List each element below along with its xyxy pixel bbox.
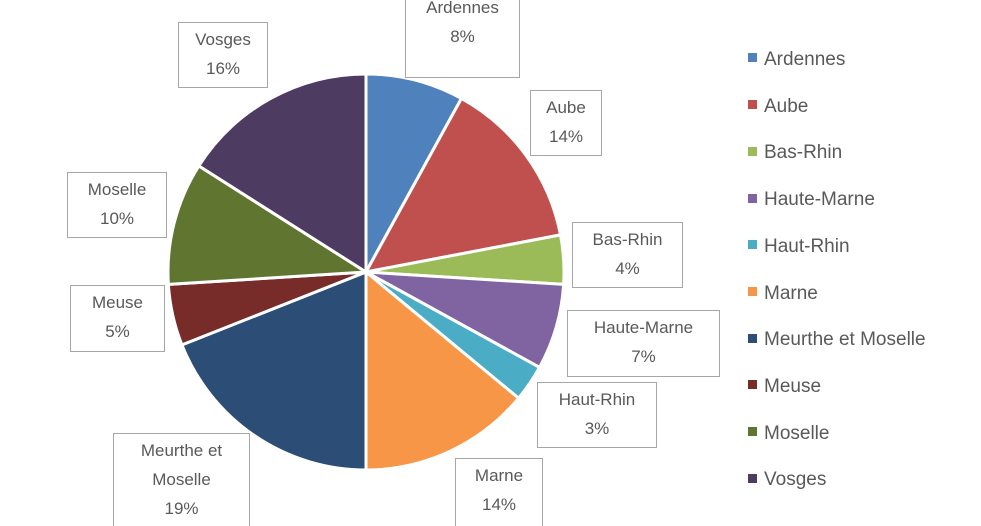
- legend-swatch: [748, 240, 757, 250]
- pie-slice: [363, 96, 563, 275]
- data-label-name: Vosges: [195, 30, 251, 49]
- data-label-name: Bas-Rhin: [592, 230, 663, 249]
- legend-label: Marne: [764, 282, 818, 304]
- data-label-name: Moselle: [87, 180, 147, 199]
- data-label-name: Meurthe et Moselle: [140, 441, 223, 489]
- data-label: Haute-Marne 7%: [567, 310, 720, 377]
- legend-swatch: [748, 427, 757, 437]
- legend-entry: Meurthe et Moselle: [748, 328, 926, 352]
- legend-label: Bas-Rhin: [764, 142, 843, 164]
- legend-label: Haut-Rhin: [764, 235, 850, 257]
- legend-label: Moselle: [764, 422, 830, 444]
- data-label-value: 16%: [205, 59, 241, 78]
- legend-label: Vosges: [764, 469, 827, 491]
- legend-entry: Bas-Rhin: [748, 141, 842, 165]
- legend-swatch: [748, 380, 757, 390]
- legend-swatch: [748, 100, 757, 110]
- legend-swatch: [748, 473, 757, 483]
- data-label-name: Ardennes: [426, 0, 499, 17]
- data-label-value: 4%: [615, 259, 640, 278]
- data-label-name: Haute-Marne: [593, 318, 694, 337]
- legend-swatch: [748, 146, 757, 156]
- legend-entry: Haute-Marne: [748, 188, 875, 212]
- data-label: Marne 14%: [455, 458, 543, 526]
- data-label-value: 7%: [631, 347, 656, 366]
- data-label-value: 14%: [481, 495, 517, 514]
- data-label: Meuse 5%: [70, 285, 165, 352]
- data-label: Bas-Rhin 4%: [572, 222, 683, 288]
- pie-slice: [364, 268, 521, 472]
- data-label-name: Meuse: [91, 293, 144, 312]
- data-label-value: 3%: [584, 419, 610, 438]
- pie-slice: [364, 72, 464, 273]
- data-label: Ardennes 8%: [405, 0, 520, 78]
- pie-slice: [179, 269, 368, 472]
- legend-swatch: [748, 193, 757, 203]
- legend-label: Meuse: [764, 375, 822, 397]
- pie-slice: [166, 163, 371, 287]
- legend-label: Aube: [764, 95, 809, 117]
- legend-entry: Meuse: [748, 375, 821, 399]
- legend-label: Haute-Marne: [764, 189, 875, 211]
- data-label-value: 5%: [105, 322, 130, 341]
- legend-label: Meurthe et Moselle: [764, 329, 926, 351]
- legend-swatch: [748, 53, 757, 63]
- legend-entry: Aube: [748, 95, 808, 119]
- data-label: Meurthe et Moselle 19%: [113, 433, 250, 526]
- data-label-name: Aube: [546, 98, 586, 117]
- data-label: Aube 14%: [530, 90, 602, 156]
- pie-slice: [196, 72, 368, 275]
- legend-label: Ardennes: [764, 49, 846, 70]
- legend-swatch: [748, 286, 757, 296]
- data-label: Moselle 10%: [67, 172, 167, 238]
- data-label-name: Marne: [474, 466, 524, 485]
- legend-swatch: [748, 333, 757, 343]
- data-label-name: Haut-Rhin: [558, 390, 636, 409]
- legend-entry: Ardennes: [748, 48, 845, 72]
- data-label-value: 14%: [548, 127, 584, 146]
- legend-entry: Marne: [748, 282, 818, 306]
- data-label-value: 10%: [99, 209, 135, 228]
- legend-entry: Haut-Rhin: [748, 235, 850, 259]
- data-label-value: 8%: [450, 27, 475, 46]
- data-label-value: 19%: [164, 499, 199, 518]
- data-label: Haut-Rhin 3%: [537, 382, 657, 448]
- legend-entry: Moselle: [748, 422, 829, 446]
- legend-entry: Vosges: [748, 468, 826, 492]
- data-label: Vosges 16%: [178, 22, 268, 88]
